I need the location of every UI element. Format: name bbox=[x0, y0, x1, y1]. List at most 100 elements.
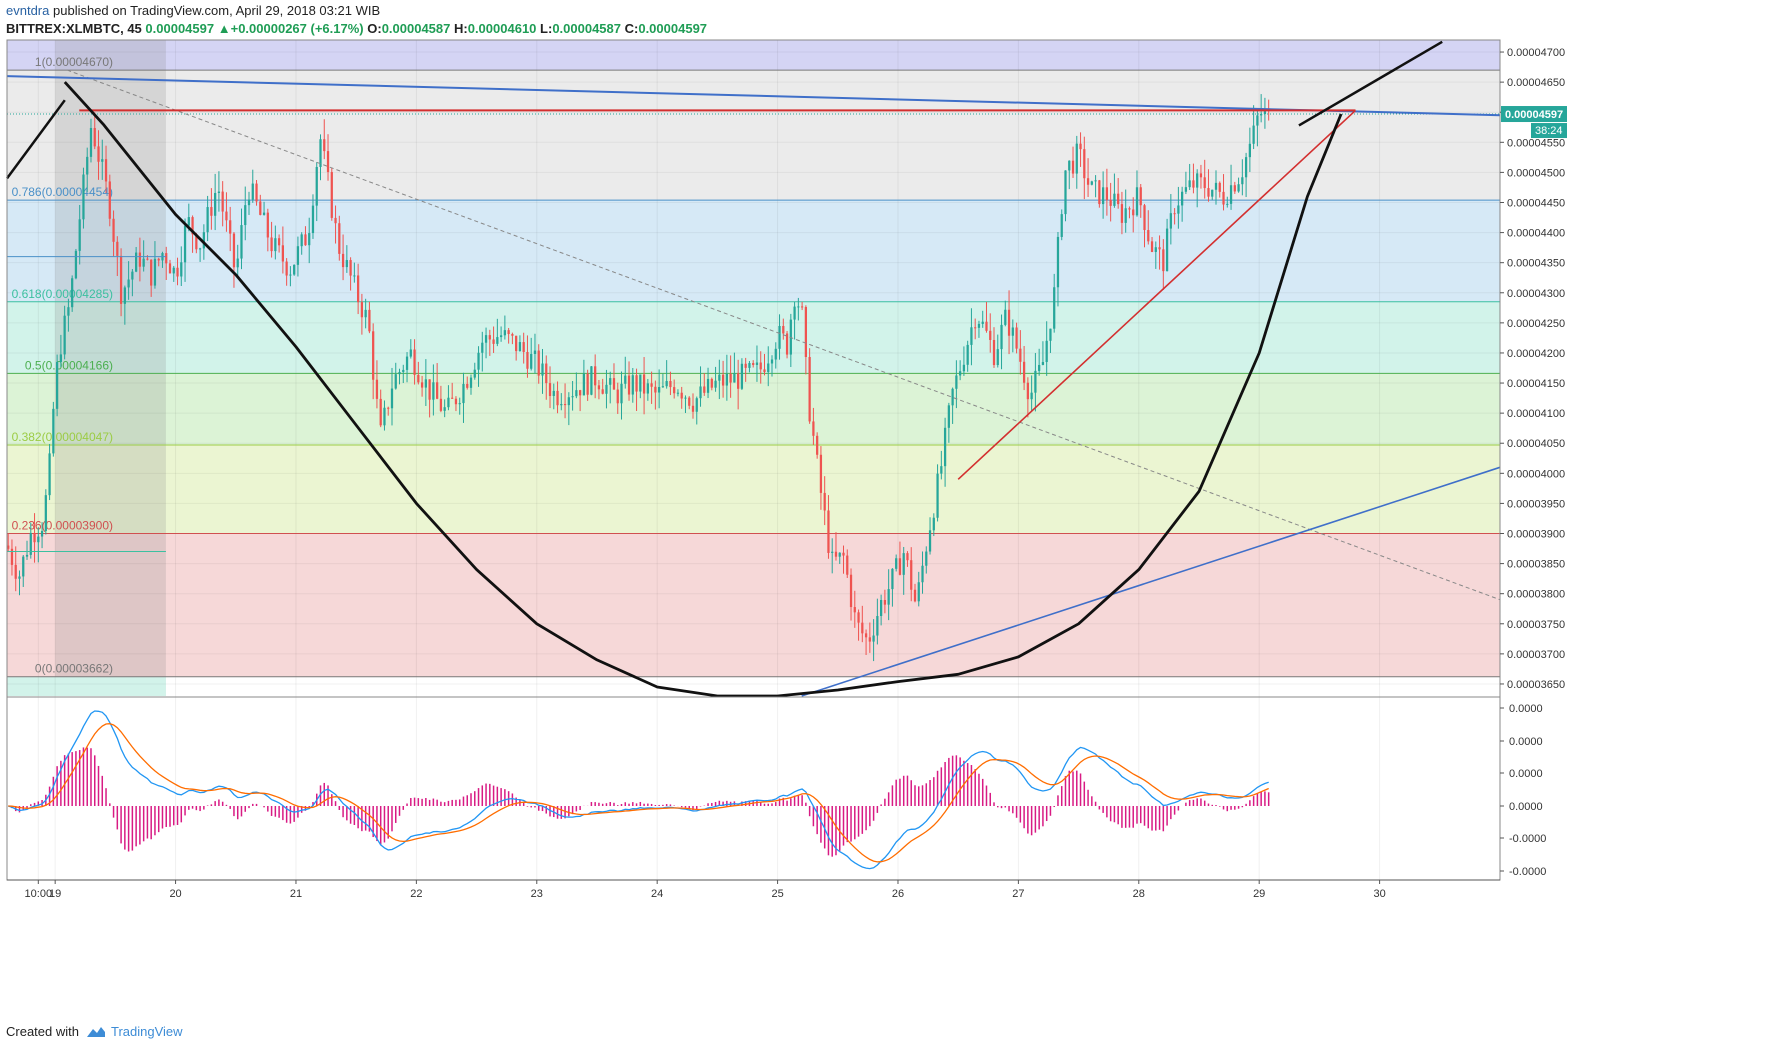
candle-body-261 bbox=[989, 330, 992, 340]
candle-body-241 bbox=[913, 589, 917, 602]
last-price: 0.00004597 bbox=[145, 21, 215, 36]
high-label: H: bbox=[454, 21, 468, 36]
candle-body-246 bbox=[932, 517, 935, 531]
fib-top-band bbox=[7, 40, 1500, 71]
candle-body-154 bbox=[586, 373, 589, 395]
candle-body-133 bbox=[507, 330, 510, 335]
macd-tick-label-1: 0.0000 bbox=[1509, 736, 1543, 748]
time-tick-label-4: 22 bbox=[410, 888, 422, 900]
time-tick-label-10: 28 bbox=[1133, 888, 1145, 900]
macd-tick-label-5: -0.0000 bbox=[1509, 866, 1546, 878]
candle-body-78 bbox=[300, 234, 303, 247]
price-tick-label-20: 0.00003700 bbox=[1507, 649, 1565, 661]
fib-band-0.5 bbox=[7, 373, 1500, 446]
candle-body-190 bbox=[721, 374, 725, 386]
candle-body-105 bbox=[402, 369, 405, 373]
candle-body-36 bbox=[142, 258, 145, 267]
candle-body-219 bbox=[831, 551, 834, 553]
candle-body-191 bbox=[725, 373, 728, 386]
candle-body-37 bbox=[146, 258, 149, 260]
candle-body-142 bbox=[541, 363, 544, 376]
candle-body-77 bbox=[296, 246, 300, 265]
candle-body-119 bbox=[454, 398, 458, 405]
red-support-line bbox=[957, 109, 1357, 480]
candle-body-127 bbox=[484, 335, 488, 343]
candle-body-160 bbox=[609, 378, 612, 385]
candle-body-140 bbox=[533, 350, 537, 354]
candle-body-325 bbox=[1229, 185, 1233, 204]
candle-body-187 bbox=[710, 378, 713, 388]
low-value: 0.00004587 bbox=[552, 21, 621, 36]
price-tick-label-11: 0.00004150 bbox=[1507, 378, 1565, 390]
lower-support-line bbox=[801, 466, 1501, 697]
candle-body-54 bbox=[210, 207, 213, 216]
candle-body-302 bbox=[1143, 205, 1146, 231]
price-tick-label-17: 0.00003850 bbox=[1507, 559, 1565, 571]
candle-body-203 bbox=[770, 359, 774, 364]
candle-body-305 bbox=[1154, 247, 1157, 252]
price-tick-label-14: 0.00004000 bbox=[1507, 468, 1565, 480]
price-tick-label-0: 0.00004700 bbox=[1507, 47, 1565, 59]
candle-body-192 bbox=[729, 373, 732, 383]
candle-body-251 bbox=[951, 388, 954, 406]
price-tick-label-10: 0.00004200 bbox=[1507, 348, 1565, 360]
candle-body-250 bbox=[947, 405, 950, 428]
candle-body-29 bbox=[116, 241, 119, 256]
cup-curve bbox=[63, 81, 1343, 698]
candle-body-32 bbox=[127, 279, 130, 288]
candle-body-296 bbox=[1120, 204, 1124, 223]
candle-body-326 bbox=[1233, 185, 1236, 192]
candle-body-194 bbox=[737, 373, 740, 389]
candle-body-212 bbox=[804, 307, 808, 358]
candle-body-297 bbox=[1124, 208, 1127, 223]
macd-tick-label-4: -0.0000 bbox=[1509, 833, 1546, 845]
candle-body-169 bbox=[642, 374, 646, 394]
candle-body-141 bbox=[537, 350, 540, 376]
candle-body-324 bbox=[1226, 203, 1229, 205]
close-value: 0.00004597 bbox=[638, 21, 708, 36]
candle-body-30 bbox=[119, 255, 123, 304]
candle-body-126 bbox=[481, 342, 484, 353]
candle-body-17 bbox=[71, 278, 74, 308]
candle-body-12 bbox=[52, 408, 55, 454]
candle-body-200 bbox=[759, 362, 762, 370]
candle-body-265 bbox=[1004, 309, 1007, 325]
candle-body-220 bbox=[834, 551, 838, 557]
price-tick-label-6: 0.00004400 bbox=[1507, 228, 1565, 240]
candle-body-23 bbox=[93, 127, 96, 147]
candle-body-275 bbox=[1041, 362, 1045, 365]
tradingview-cloud-icon bbox=[85, 1025, 107, 1042]
candle-body-79 bbox=[304, 234, 307, 246]
fib-label-0: 0(0.00003662) bbox=[35, 662, 113, 676]
candle-body-73 bbox=[281, 245, 285, 262]
candle-body-249 bbox=[943, 427, 947, 467]
candle-body-276 bbox=[1045, 340, 1048, 363]
candle-body-280 bbox=[1060, 214, 1063, 237]
candle-body-118 bbox=[451, 397, 454, 399]
candle-body-145 bbox=[552, 390, 555, 396]
candle-body-266 bbox=[1007, 309, 1011, 336]
macd-tick-label-2: 0.0000 bbox=[1509, 768, 1543, 780]
tradingview-brand[interactable]: TradingView bbox=[110, 1024, 183, 1039]
fib-label-1: 1(0.00004670) bbox=[35, 55, 113, 69]
candle-body-186 bbox=[706, 378, 710, 393]
candle-body-228 bbox=[864, 633, 868, 638]
candle-body-64 bbox=[247, 199, 251, 206]
candle-body-177 bbox=[673, 387, 676, 394]
author-name[interactable]: evntdra bbox=[6, 3, 50, 18]
price-tick-label-9: 0.00004250 bbox=[1507, 318, 1565, 330]
candle-body-1 bbox=[10, 548, 14, 565]
candle-body-151 bbox=[575, 390, 578, 397]
drawings bbox=[5, 40, 1501, 698]
fib-band-0.236 bbox=[7, 533, 1500, 677]
candle-body-317 bbox=[1199, 173, 1203, 178]
open-label: O: bbox=[367, 21, 382, 36]
candle-body-149 bbox=[567, 397, 570, 406]
candle-body-244 bbox=[925, 551, 928, 566]
price-tick-label-8: 0.00004300 bbox=[1507, 288, 1565, 300]
candle-body-176 bbox=[669, 380, 672, 388]
candle-body-161 bbox=[612, 378, 616, 390]
candle-body-215 bbox=[816, 435, 819, 455]
candle-body-225 bbox=[853, 607, 856, 613]
